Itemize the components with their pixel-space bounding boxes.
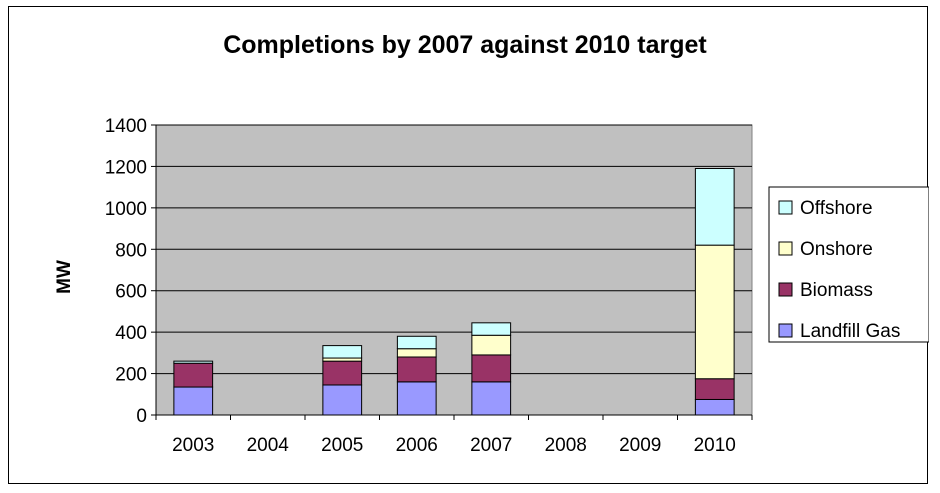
y-tick-label: 400 bbox=[115, 323, 147, 344]
bar-offshore-2005 bbox=[322, 345, 363, 359]
bar-offshore-2007 bbox=[471, 322, 512, 336]
y-tick-label: 1400 bbox=[105, 116, 147, 137]
bar-landfill-gas-2005 bbox=[322, 384, 363, 416]
x-tick-label: 2009 bbox=[619, 435, 661, 456]
bar-onshore-2007 bbox=[471, 334, 512, 356]
plot-area-group: 0 200 400 600 800 1000 1200 1400 2003 2004 2005 200… bbox=[105, 116, 753, 456]
legend-label-offshore: Offshore bbox=[800, 198, 873, 219]
x-tick-label: 2003 bbox=[172, 435, 214, 456]
bar-biomass-2005 bbox=[322, 360, 363, 386]
y-tick-label: 800 bbox=[115, 240, 147, 261]
bar-landfill-gas-2007 bbox=[471, 381, 512, 416]
legend: Offshore Onshore Biomass Landfill Gas bbox=[768, 186, 929, 343]
x-tick-label: 2004 bbox=[247, 435, 290, 456]
legend-swatch-onshore bbox=[778, 241, 793, 256]
x-tick-label: 2007 bbox=[470, 435, 512, 456]
y-axis-label: MW bbox=[54, 260, 75, 294]
legend-swatch-biomass bbox=[778, 282, 793, 297]
x-tick-label: 2006 bbox=[396, 435, 438, 456]
bar-offshore-2010 bbox=[694, 168, 735, 246]
bar-landfill-gas-2003 bbox=[173, 386, 214, 416]
legend-label-onshore: Onshore bbox=[800, 239, 873, 260]
legend-label-biomass: Biomass bbox=[800, 280, 873, 301]
chart-frame: Completions by 2007 against 2010 target … bbox=[8, 6, 929, 484]
y-tick-label: 1200 bbox=[105, 157, 147, 178]
y-tick-label: 1000 bbox=[105, 199, 147, 220]
y-tick-label: 0 bbox=[136, 406, 147, 427]
legend-box bbox=[768, 186, 929, 343]
x-tick-label: 2005 bbox=[321, 435, 363, 456]
x-tick-label: 2008 bbox=[545, 435, 587, 456]
bar-biomass-2007 bbox=[471, 354, 512, 383]
bar-offshore-2006 bbox=[396, 335, 437, 350]
bar-onshore-2006 bbox=[396, 348, 437, 358]
bar-landfill-gas-2006 bbox=[396, 381, 437, 416]
legend-label-landfill-gas: Landfill Gas bbox=[800, 321, 900, 342]
legend-swatch-offshore bbox=[778, 200, 793, 215]
bar-offshore-2003 bbox=[173, 360, 214, 364]
chart-title: Completions by 2007 against 2010 target bbox=[223, 31, 707, 59]
x-tick-label: 2010 bbox=[694, 435, 736, 456]
bar-biomass-2010 bbox=[694, 378, 735, 400]
chart: Completions by 2007 against 2010 target … bbox=[54, 31, 929, 456]
plot-area bbox=[155, 124, 753, 416]
legend-swatch-landfill-gas bbox=[778, 323, 793, 338]
y-tick-label: 200 bbox=[115, 365, 147, 386]
bar-biomass-2006 bbox=[396, 356, 437, 383]
y-tick-label: 600 bbox=[115, 282, 147, 303]
bar-biomass-2003 bbox=[173, 362, 214, 388]
bar-onshore-2010 bbox=[694, 244, 735, 380]
bar-landfill-gas-2010 bbox=[694, 398, 735, 416]
